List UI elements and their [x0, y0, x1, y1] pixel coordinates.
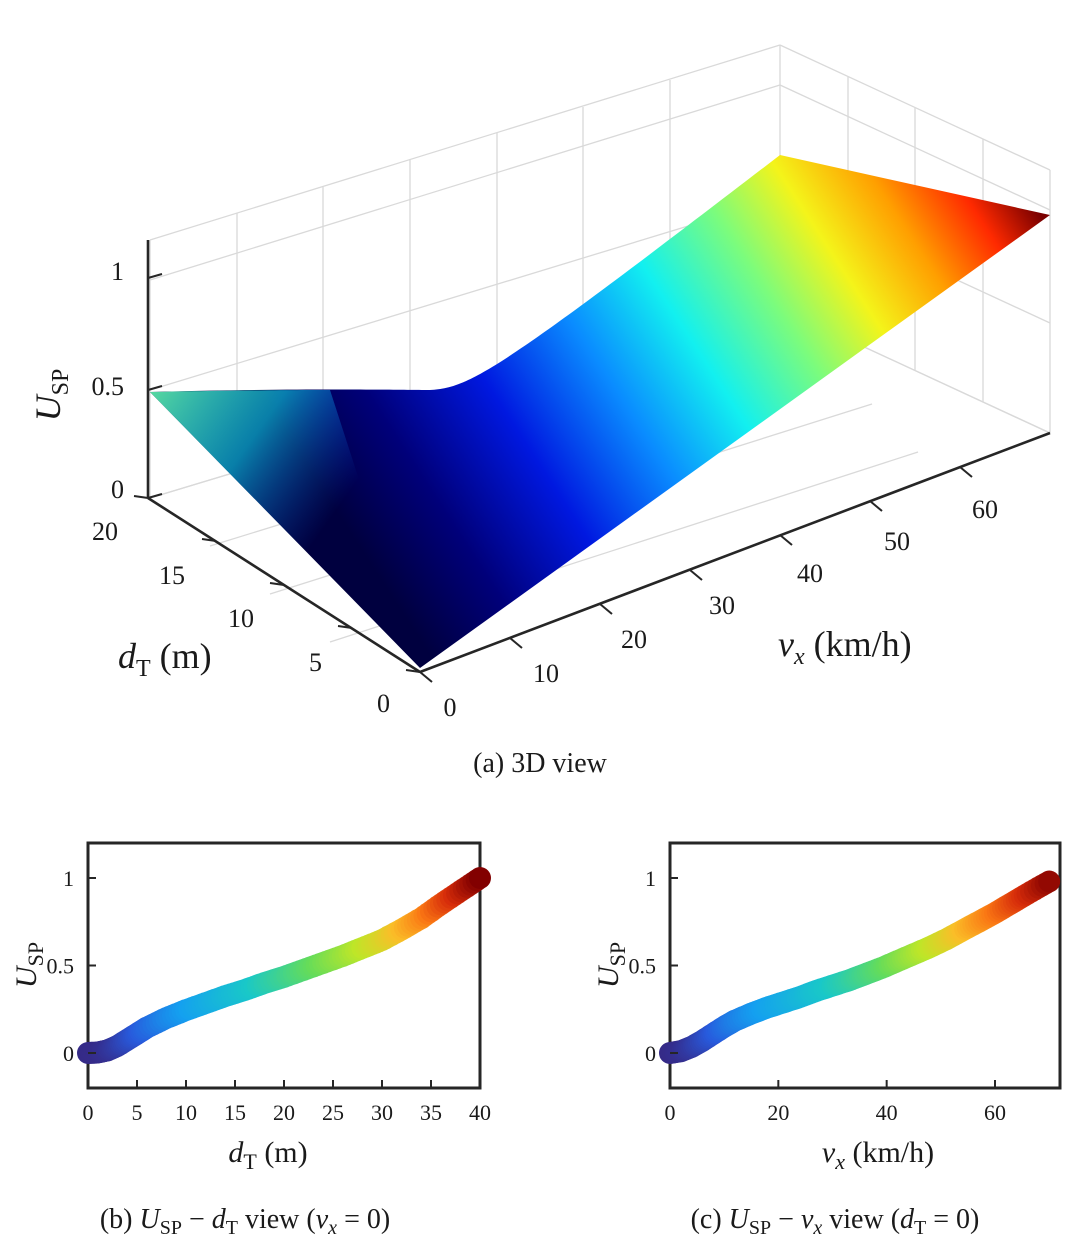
y-tick-label: 0 — [645, 1041, 656, 1066]
y-tick-label: 1 — [645, 866, 656, 891]
scatter-points-c — [659, 870, 1061, 1064]
x-tick-label: 20 — [273, 1100, 295, 1125]
x-tick-label: 30 — [709, 591, 735, 620]
y-tick-label: 10 — [228, 604, 254, 633]
y-tick-label: 0 — [377, 689, 390, 718]
x-tick-label: 0 — [665, 1100, 676, 1125]
x-tick-label: 5 — [132, 1100, 143, 1125]
y-tick-label: 15 — [159, 561, 185, 590]
y-tick-label: 0.5 — [629, 954, 657, 979]
z-tick-labels: 1 0.5 0 — [92, 257, 125, 504]
x-tick-label: 20 — [767, 1100, 789, 1125]
z-tick-label: 0 — [111, 475, 124, 504]
y-tick-label: 1 — [63, 866, 74, 891]
y-tick-marks — [133, 495, 421, 673]
x-tick-label: 40 — [469, 1100, 491, 1125]
x-axis-label-c: vx (km/h) — [822, 1136, 934, 1174]
y-axis-label-b: USP — [10, 942, 48, 988]
x-tick-label: 25 — [322, 1100, 344, 1125]
y-axis-label: dT (m) — [118, 636, 212, 682]
x-tick-label: 40 — [876, 1100, 898, 1125]
y-ticks-c: 00.51 — [629, 866, 678, 1066]
x-tick-label: 30 — [371, 1100, 393, 1125]
y-tick-label: 20 — [92, 517, 118, 546]
x-tick-labels: 0 10 20 30 40 50 60 — [444, 495, 999, 722]
x-ticks-c: 0 20 40 60 — [665, 1080, 1006, 1125]
panel-dT: 0 5 10 15 20 25 30 35 40 00.51 USP dT (m) (b) US… — [10, 841, 491, 1239]
z-tick-marks — [147, 273, 163, 499]
z-tick-label: 1 — [111, 257, 124, 286]
data-point — [469, 867, 491, 889]
y-tick-label: 0.5 — [47, 954, 75, 979]
scatter-points-b — [77, 867, 491, 1064]
y-axis-label-c: USP — [592, 942, 630, 988]
y-tick-labels: 20 15 10 5 0 — [92, 517, 390, 718]
x-tick-label: 60 — [972, 495, 998, 524]
x-tick-label: 10 — [533, 659, 559, 688]
x-tick-label: 0 — [444, 693, 457, 722]
surface-left-ridge — [150, 390, 420, 668]
x-tick-label: 10 — [175, 1100, 197, 1125]
caption-a: (a) 3D view — [473, 748, 608, 779]
y-ticks-b: 00.51 — [47, 866, 96, 1066]
x-tick-marks — [419, 466, 973, 683]
x-ticks-b: 0 5 10 15 20 25 30 35 40 — [83, 1080, 491, 1125]
x-tick-label: 50 — [884, 527, 910, 556]
x-tick-label: 60 — [984, 1100, 1006, 1125]
x-axis-label-b: dT (m) — [228, 1136, 307, 1174]
x-tick-label: 20 — [621, 625, 647, 654]
caption-c: (c) USP − vx view (dT = 0) — [691, 1204, 980, 1239]
x-tick-label: 40 — [797, 559, 823, 588]
panel-vx: 0 20 40 60 00.51 USP vx (km/h) (c) USP − vx… — [592, 841, 1062, 1239]
y-tick-label: 0 — [63, 1041, 74, 1066]
x-axis-label: vx (km/h) — [778, 624, 912, 670]
z-tick-label: 0.5 — [92, 372, 125, 401]
x-tick-label: 0 — [83, 1100, 94, 1125]
data-point — [1038, 870, 1061, 893]
y-tick-label: 5 — [309, 648, 322, 677]
x-tick-label: 15 — [224, 1100, 246, 1125]
panel-3d: 1 0.5 0 USP 20 15 10 5 0 dT (m) — [28, 44, 1051, 779]
z-axis-label: USP — [28, 369, 74, 422]
caption-b: (b) USP − dT view (vx = 0) — [100, 1204, 390, 1239]
x-tick-label: 35 — [420, 1100, 442, 1125]
